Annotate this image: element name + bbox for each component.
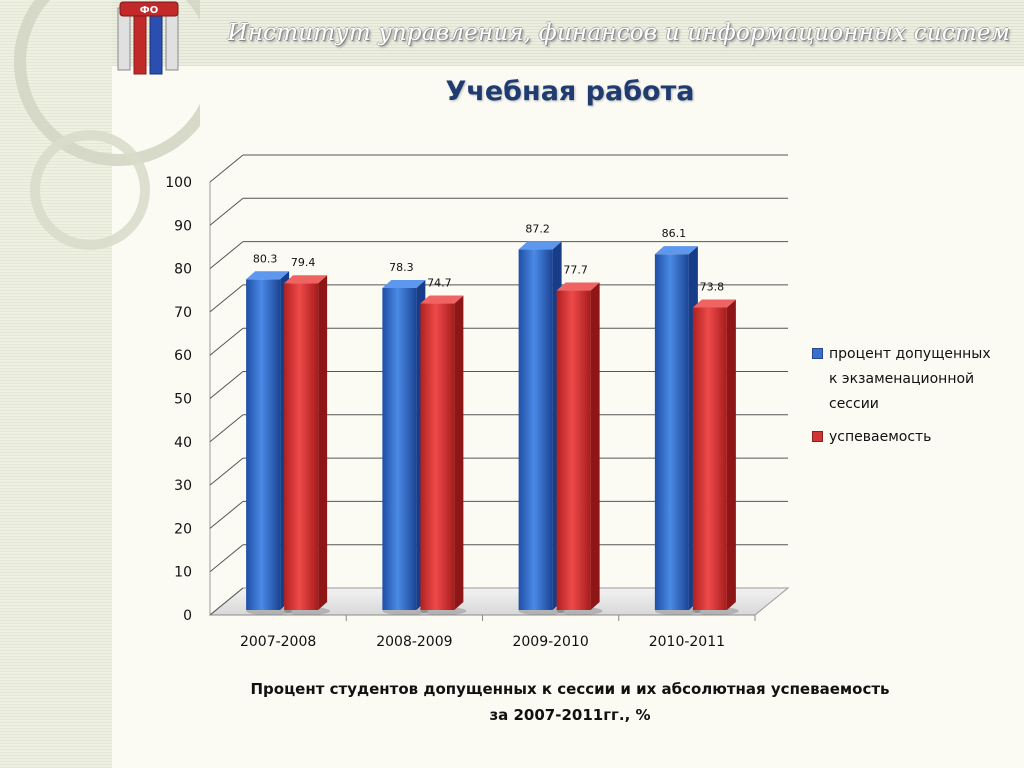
bar	[420, 303, 455, 610]
bar	[692, 307, 727, 610]
chart-legend: процент допущенных к экзаменационной сес…	[812, 342, 1012, 458]
x-tick-label: 2010-2011	[649, 634, 725, 650]
data-label: 80.3	[253, 252, 278, 265]
gridline-depth	[209, 284, 244, 313]
bar-top	[518, 241, 562, 250]
y-tick-label: 80	[174, 262, 192, 278]
data-label: 87.2	[525, 222, 550, 235]
data-label: 74.7	[427, 277, 452, 290]
gridline-depth	[209, 327, 244, 356]
y-tick-label: 30	[174, 478, 192, 494]
y-tick-label: 10	[174, 565, 192, 581]
bar	[654, 254, 689, 610]
y-tick-label: 40	[174, 435, 192, 451]
y-tick-label: 0	[183, 608, 192, 624]
caption-line-1: Процент студентов допущенных к сессии и …	[250, 680, 890, 698]
bar-top	[382, 279, 426, 288]
data-label: 77.7	[563, 264, 588, 277]
institute-logo: ФО	[117, 1, 179, 75]
legend-item-performance: успеваемость	[812, 425, 1012, 450]
bar-top	[556, 282, 600, 291]
y-tick-label: 70	[174, 305, 192, 321]
page-title: Учебная работа	[445, 76, 695, 107]
x-tick-label: 2008-2009	[376, 634, 452, 650]
institute-name: Институт управления, финансов и информац…	[227, 20, 1010, 46]
legend-item-admitted: процент допущенных к экзаменационной сес…	[812, 342, 1012, 417]
bar	[556, 290, 591, 610]
bar-top	[284, 275, 328, 284]
left-decor-band	[0, 0, 112, 768]
legend-swatch-red	[812, 431, 823, 442]
bar-top	[420, 295, 464, 304]
bar-side	[590, 282, 600, 610]
bar-side	[454, 295, 464, 610]
gridline-depth	[209, 241, 244, 269]
legend-label-admitted: процент допущенных к экзаменационной сес…	[829, 346, 991, 412]
bar	[382, 287, 417, 610]
x-tick-label: 2007-2008	[240, 634, 316, 650]
chart-caption: Процент студентов допущенных к сессии и …	[140, 676, 1000, 728]
data-label: 86.1	[662, 227, 687, 240]
bar-top	[246, 271, 290, 280]
decorative-rings	[14, 0, 200, 250]
bar-top	[692, 299, 736, 308]
gridline-depth	[209, 587, 244, 616]
header-band	[112, 0, 1024, 66]
gridline-depth	[209, 154, 244, 183]
y-tick-label: 60	[174, 348, 192, 364]
gridline-depth	[209, 371, 244, 399]
bar	[518, 249, 553, 610]
gridline-depth	[209, 197, 244, 226]
data-label: 73.8	[700, 280, 725, 293]
x-tick-label: 2009-2010	[512, 634, 588, 650]
gridline-depth	[209, 414, 244, 443]
gridline-depth	[209, 501, 244, 529]
bar-top	[654, 246, 698, 255]
y-tick-label: 50	[174, 392, 192, 408]
caption-line-2: за 2007-2011гг., %	[489, 706, 651, 724]
logo-letters: ФО	[140, 5, 158, 16]
legend-swatch-blue	[812, 348, 823, 359]
bar	[246, 279, 281, 610]
data-label: 78.3	[389, 261, 414, 274]
bar-side	[318, 275, 328, 610]
gridline-depth	[209, 544, 244, 573]
bar	[284, 283, 319, 610]
y-tick-label: 90	[174, 218, 192, 234]
gridline-depth	[209, 457, 244, 486]
bar-side	[726, 299, 736, 610]
data-label: 79.4	[291, 256, 316, 269]
legend-label-performance: успеваемость	[829, 429, 932, 445]
y-tick-label: 100	[165, 175, 192, 191]
y-tick-label: 20	[174, 521, 192, 537]
